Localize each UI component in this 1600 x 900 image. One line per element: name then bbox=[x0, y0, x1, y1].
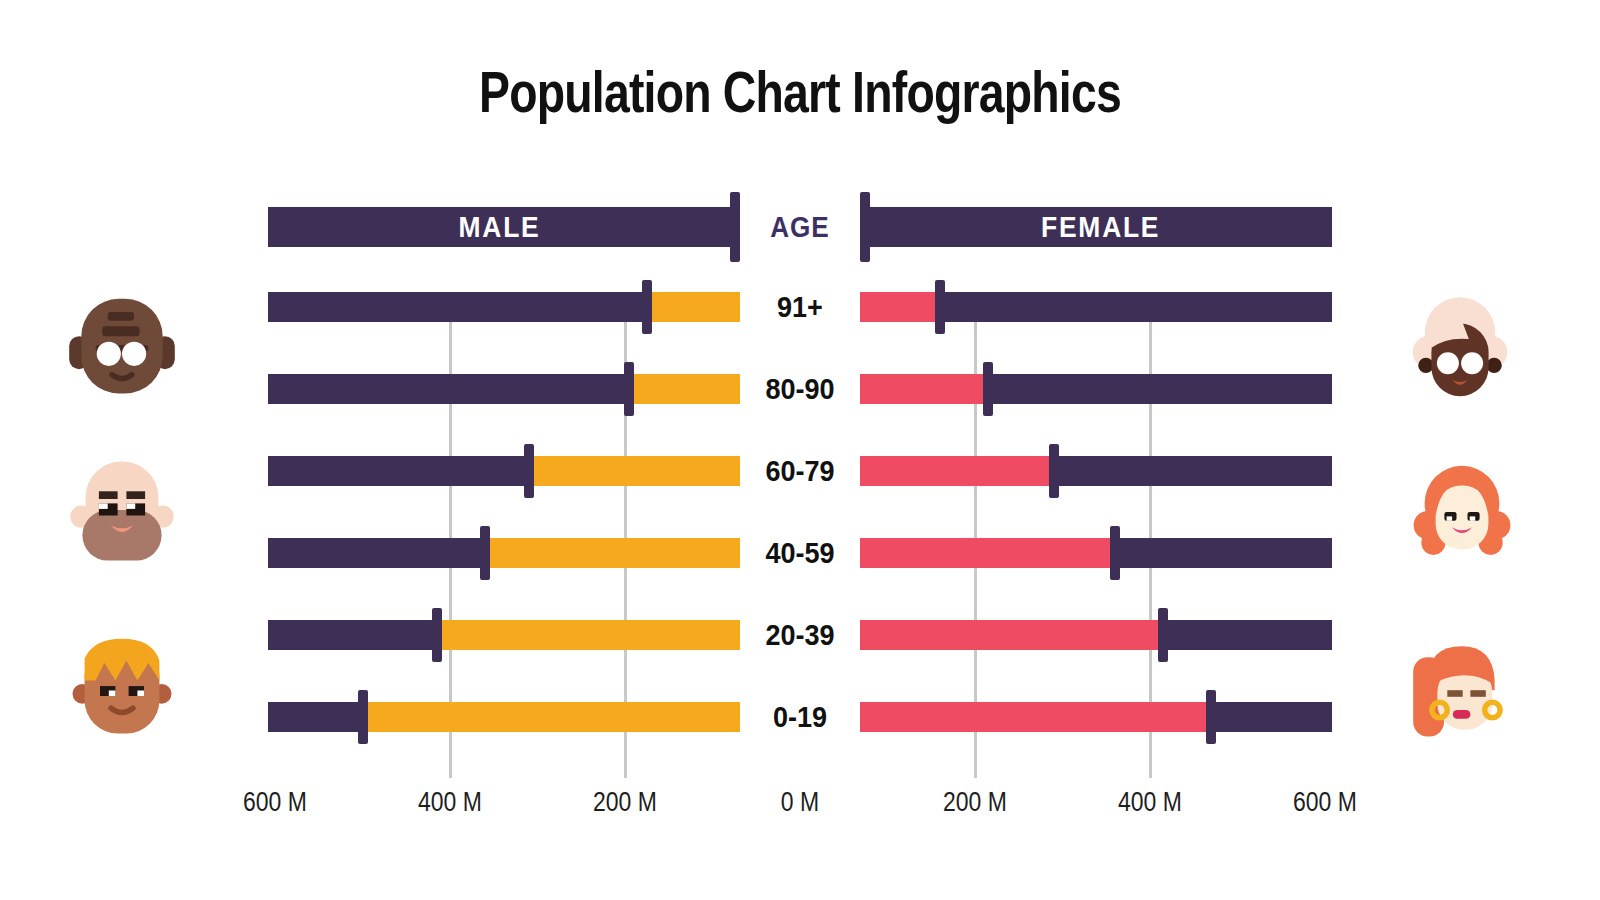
age-group-label: 20-39 bbox=[746, 617, 854, 653]
age-group-label: 91+ bbox=[746, 289, 854, 325]
female-bar-marker bbox=[935, 280, 945, 334]
axis-tick-label: 200 M bbox=[918, 786, 1033, 818]
elderly-man-dark-skin-avatar-icon bbox=[67, 290, 177, 400]
male-header-label: MALE bbox=[458, 210, 540, 244]
male-bar-highlight bbox=[363, 702, 741, 732]
male-bar-highlight bbox=[485, 538, 740, 568]
male-bar-highlight bbox=[647, 292, 740, 322]
age-header-label: AGE bbox=[746, 207, 854, 247]
age-group-label: 40-59 bbox=[746, 535, 854, 571]
female-header-bar: FEMALE bbox=[870, 207, 1332, 247]
male-bar-marker bbox=[624, 362, 634, 416]
male-bar-highlight bbox=[529, 456, 740, 486]
female-bar-highlight bbox=[860, 702, 1211, 732]
female-bar-highlight bbox=[860, 374, 988, 404]
woman-orange-hair-avatar-icon bbox=[1407, 457, 1517, 567]
axis-tick-label: 400 M bbox=[393, 786, 508, 818]
female-header-end-cap bbox=[860, 192, 870, 262]
female-bar-marker bbox=[1049, 444, 1059, 498]
axis-tick-label: 400 M bbox=[1093, 786, 1208, 818]
axis-tick-label: 600 M bbox=[1268, 786, 1383, 818]
male-header-bar: MALE bbox=[268, 207, 730, 247]
male-bar-marker bbox=[480, 526, 490, 580]
female-bar-marker bbox=[1158, 608, 1168, 662]
age-group-label: 80-90 bbox=[746, 371, 854, 407]
female-bar-highlight bbox=[860, 620, 1163, 650]
female-bar-highlight bbox=[860, 456, 1054, 486]
male-bar-highlight bbox=[629, 374, 740, 404]
population-infographic: Population Chart Infographics MALE AGE F… bbox=[0, 0, 1600, 900]
male-bar-highlight bbox=[437, 620, 740, 650]
male-bar-marker bbox=[358, 690, 368, 744]
male-bar-marker bbox=[642, 280, 652, 334]
female-bar-marker bbox=[983, 362, 993, 416]
axis-tick-label: 600 M bbox=[218, 786, 333, 818]
axis-tick-label: 0 M bbox=[743, 786, 858, 818]
page-title: Population Chart Infographics bbox=[160, 58, 1440, 125]
young-woman-ponytail-avatar-icon bbox=[1400, 633, 1510, 743]
female-header-label: FEMALE bbox=[1041, 210, 1160, 244]
age-group-label: 60-79 bbox=[746, 453, 854, 489]
elderly-man-beard-avatar-icon bbox=[67, 455, 177, 565]
axis-tick-label: 200 M bbox=[568, 786, 683, 818]
female-bar-marker bbox=[1206, 690, 1216, 744]
female-bar-highlight bbox=[860, 538, 1115, 568]
age-group-label: 0-19 bbox=[746, 699, 854, 735]
male-header-end-cap bbox=[730, 192, 740, 262]
elderly-woman-dark-skin-avatar-icon bbox=[1405, 295, 1515, 405]
female-bar-marker bbox=[1110, 526, 1120, 580]
male-bar-marker bbox=[432, 608, 442, 662]
male-bar-marker bbox=[524, 444, 534, 498]
female-bar-highlight bbox=[860, 292, 940, 322]
young-man-blonde-avatar-icon bbox=[67, 630, 177, 740]
